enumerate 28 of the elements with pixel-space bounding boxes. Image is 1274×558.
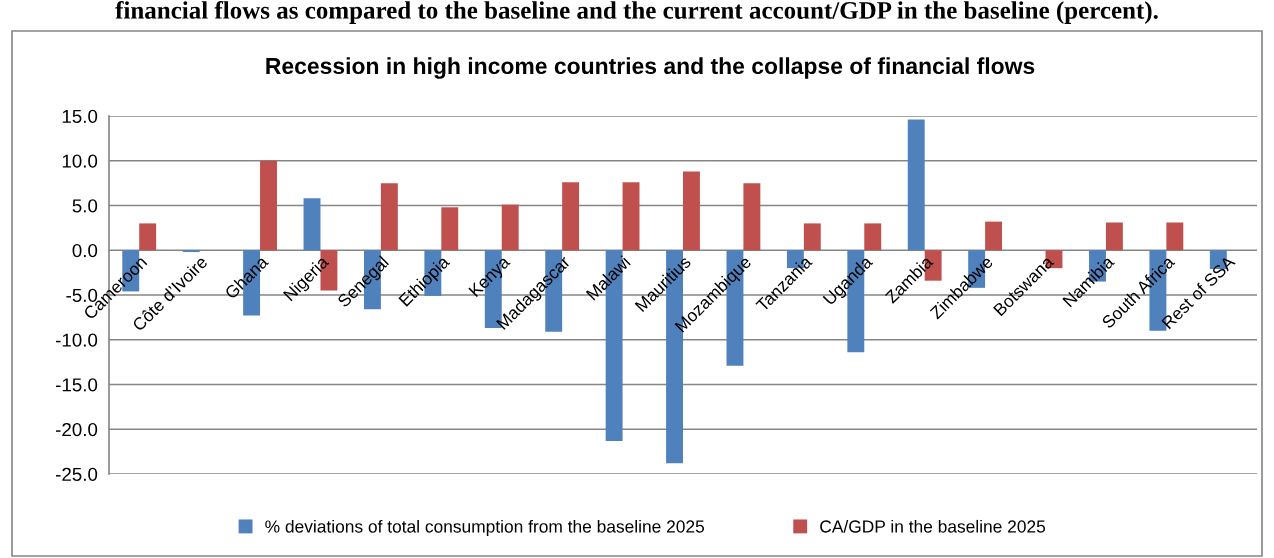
bar bbox=[743, 183, 761, 251]
bar bbox=[1166, 222, 1184, 251]
bar bbox=[501, 204, 519, 251]
y-tick-label: 0.0 bbox=[72, 243, 98, 258]
y-tick-label: -25.0 bbox=[55, 467, 98, 481]
bar bbox=[985, 221, 1003, 251]
bar bbox=[260, 160, 277, 251]
y-tick-label: 15.0 bbox=[62, 109, 98, 123]
bar bbox=[441, 207, 459, 251]
y-tick-label: -15.0 bbox=[55, 378, 98, 392]
legend-label: % deviations of total consumption from the baseline 2025 bbox=[265, 519, 705, 537]
y-tick-label: 10.0 bbox=[62, 154, 98, 168]
bar bbox=[907, 119, 925, 251]
text: financial flows as compared to the baseline and the current account/GDP in the baseline (percent). bbox=[115, 1, 1158, 24]
y-tick-label: -20.0 bbox=[55, 422, 98, 437]
legend-label: CA/GDP in the baseline 2025 bbox=[820, 519, 1046, 533]
bar bbox=[803, 223, 821, 251]
bar bbox=[303, 198, 321, 251]
bar bbox=[562, 182, 580, 251]
bar bbox=[683, 171, 700, 251]
bar bbox=[1105, 222, 1123, 251]
bar bbox=[864, 223, 882, 251]
bar bbox=[380, 183, 398, 251]
y-tick-label: 5.0 bbox=[72, 199, 98, 213]
y-tick-label: -10.0 bbox=[55, 333, 98, 347]
chart-title: Recession in high income countries and the collapse of financial flows bbox=[266, 57, 1035, 79]
bar bbox=[622, 182, 640, 251]
bar bbox=[139, 223, 157, 251]
